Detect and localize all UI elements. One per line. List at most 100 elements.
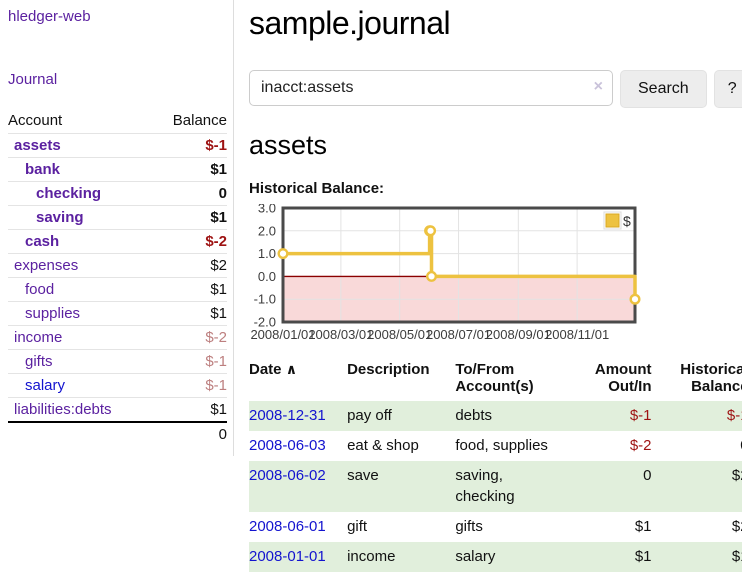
register-table: Date ∧ Description To/From Account(s) Am…	[249, 359, 742, 572]
transaction-description: income	[347, 547, 396, 565]
transaction-amount: $-2	[629, 436, 652, 454]
account-link[interactable]: gifts	[25, 353, 53, 370]
account-row: expenses $2	[8, 253, 227, 278]
transaction-description: gift	[347, 518, 368, 535]
account-row: bank $1	[8, 157, 227, 182]
svg-text:$: $	[623, 213, 631, 229]
account-balance: $1	[210, 305, 227, 322]
account-row: gifts $-1	[8, 349, 227, 374]
account-balance: $-1	[205, 377, 227, 394]
transaction-amount: $1	[634, 518, 652, 535]
svg-text:2008/07/01: 2008/07/01	[426, 327, 491, 342]
date-cell: 2008-06-03	[249, 431, 347, 461]
svg-text:2008/03/01: 2008/03/01	[308, 327, 373, 342]
account-row: checking 0	[8, 181, 227, 206]
page-title: sample.journal	[249, 5, 451, 41]
search-button[interactable]: Search	[620, 70, 707, 108]
svg-text:2008/01/01: 2008/01/01	[250, 327, 315, 342]
column-header-accounts: To/From Account(s)	[455, 361, 534, 395]
transaction-accounts: gifts	[455, 518, 483, 535]
date-cell: 2008-12-31	[249, 401, 347, 431]
sidebar-item-journal[interactable]: Journal	[8, 71, 58, 88]
account-link[interactable]: cash	[25, 233, 60, 250]
svg-text:0.0: 0.0	[258, 269, 276, 284]
transaction-row: 2008-06-01 gift gifts $1 $2	[249, 512, 742, 542]
accounts-header-row: Account Balance	[8, 109, 227, 134]
accounts-header-balance: Balance	[172, 112, 227, 129]
main-content: sample.journal × Search ? assets Histori…	[234, 0, 742, 572]
account-row: salary $-1	[8, 373, 227, 398]
transaction-date-link[interactable]: 2008-06-02	[249, 466, 326, 484]
transaction-balance: $2	[731, 518, 742, 535]
account-link[interactable]: bank	[25, 161, 61, 178]
search-input[interactable]	[249, 70, 613, 106]
accounts-total-row: 0	[8, 422, 227, 446]
sort-asc-icon: ∧	[285, 361, 298, 377]
account-row: cash $-2	[8, 229, 227, 254]
account-row: liabilities:debts $1	[8, 397, 227, 423]
account-row: assets $-1	[8, 133, 227, 158]
account-balance: $1	[210, 209, 227, 226]
account-link[interactable]: food	[25, 281, 55, 298]
sidebar: hledger-web Journal Account Balance asse…	[0, 0, 234, 456]
historical-balance-chart[interactable]: $3.0 2.0 1.0 0.0 -1.0 -2.0 2008/01/01 2008/03/0…	[249, 201, 742, 344]
account-link[interactable]: checking	[36, 185, 102, 202]
date-cell: 2008-01-01	[249, 542, 347, 572]
transaction-balance: 0	[654, 431, 742, 461]
account-row: saving $1	[8, 205, 227, 230]
transaction-description: save	[347, 466, 379, 484]
transaction-accounts: saving, checking	[455, 466, 515, 506]
transaction-accounts: debts	[455, 407, 493, 424]
account-link[interactable]: salary	[25, 377, 66, 394]
account-balance: $-1	[205, 137, 227, 154]
svg-text:-2.0: -2.0	[254, 315, 276, 330]
account-link[interactable]: saving	[36, 209, 84, 226]
account-row: supplies $1	[8, 301, 227, 326]
transaction-date-link[interactable]: 2008-06-01	[249, 518, 326, 535]
date-cell: 2008-06-02	[249, 461, 347, 513]
svg-text:2.0: 2.0	[258, 223, 276, 238]
transaction-date-link[interactable]: 2008-01-01	[249, 547, 326, 565]
account-link[interactable]: assets	[14, 137, 61, 154]
transaction-balance: $2	[731, 466, 742, 484]
transaction-amount: $-1	[629, 407, 652, 424]
transaction-balance: $1	[731, 547, 742, 565]
account-balance: $1	[210, 161, 227, 178]
accounts-table: Account Balance assets $-1 bank $1 checking 0…	[8, 109, 227, 446]
account-balance: 0	[218, 185, 227, 202]
transaction-date-link[interactable]: 2008-12-31	[249, 407, 326, 424]
account-balance: $1	[210, 401, 227, 418]
account-link[interactable]: supplies	[25, 305, 81, 322]
column-header-balance: Historical Balance	[680, 361, 742, 395]
transaction-amount: 0	[643, 466, 652, 484]
help-button[interactable]: ?	[713, 70, 742, 108]
column-header-date[interactable]: Date ∧	[249, 361, 298, 378]
register-header-row: Date ∧ Description To/From Account(s) Am…	[249, 359, 742, 401]
search-input-wrap: ×	[249, 70, 613, 108]
account-link[interactable]: expenses	[14, 257, 79, 274]
svg-text:2008/11/01: 2008/11/01	[545, 327, 609, 342]
svg-text:1.0: 1.0	[258, 246, 276, 261]
account-balance: $-1	[205, 353, 227, 370]
transaction-row: 2008-01-01 income salary $1 $1	[249, 541, 742, 572]
accounts-header-account: Account	[8, 112, 63, 129]
transaction-row: 2008-06-02 save saving, checking 0 $2	[249, 460, 742, 513]
account-balance: $-2	[205, 233, 227, 250]
clear-search-icon[interactable]: ×	[593, 78, 603, 95]
account-heading: assets	[249, 130, 328, 160]
account-row: food $1	[8, 277, 227, 302]
transaction-description: eat & shop	[347, 436, 419, 454]
transaction-date-link[interactable]: 2008-06-03	[249, 436, 326, 454]
svg-text:3.0: 3.0	[258, 204, 276, 216]
brand-link[interactable]: hledger-web	[8, 8, 91, 25]
account-balance: $-2	[205, 329, 227, 346]
account-row: income $-2	[8, 325, 227, 350]
account-link[interactable]: income	[14, 329, 63, 346]
account-link[interactable]: liabilities:debts	[14, 401, 112, 418]
transaction-balance: $-1	[726, 407, 742, 424]
transaction-accounts: food, supplies	[455, 436, 548, 454]
search-bar: × Search ?	[249, 70, 742, 108]
chart-title: Historical Balance:	[249, 180, 385, 197]
svg-text:2008/05/01: 2008/05/01	[367, 327, 432, 342]
